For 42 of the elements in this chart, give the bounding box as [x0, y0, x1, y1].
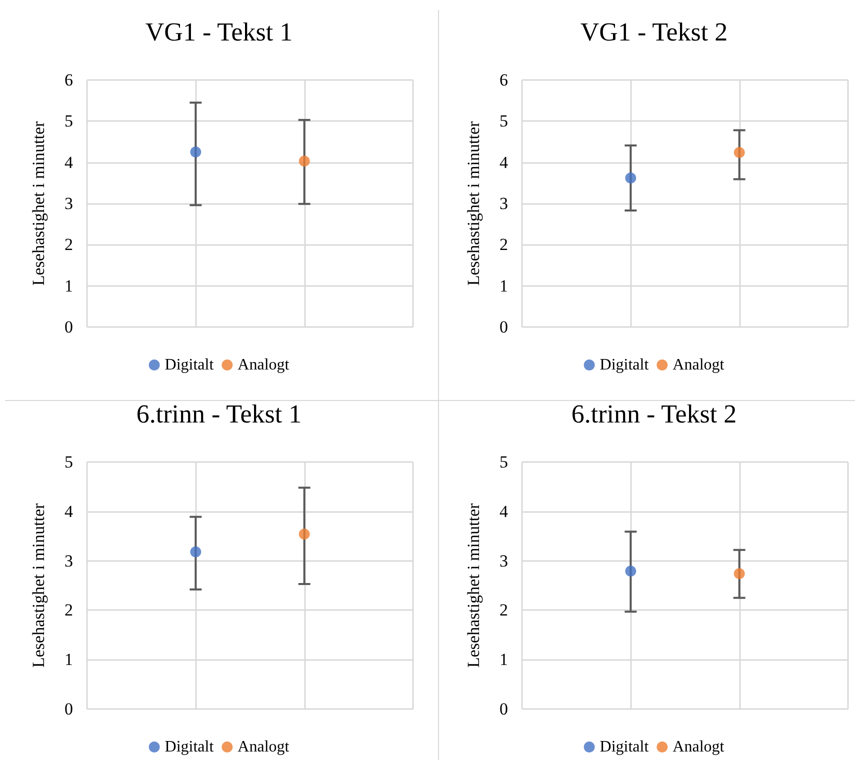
y-tick-label: 2	[64, 235, 73, 254]
y-tick-label: 1	[64, 650, 73, 670]
y-tick-label: 1	[500, 650, 508, 670]
y-axis-title: Lesehastighet i minutter	[29, 503, 48, 668]
y-tick-label: 5	[500, 452, 508, 472]
y-tick-label: 4	[64, 152, 74, 172]
legend-label: Digitalt	[164, 356, 214, 374]
y-tick-label: 5	[500, 112, 508, 131]
chart-title: 6.trinn - Tekst 2	[571, 400, 737, 428]
y-tick-label: 4	[500, 152, 508, 172]
y-tick-label: 2	[500, 600, 508, 620]
y-tick-label: 0	[500, 700, 508, 718]
y-tick-label: 2	[64, 600, 73, 620]
y-axis-title: Lesehastighet i minutter	[464, 503, 483, 668]
y-tick-label: 3	[500, 551, 508, 570]
legend-label: Analogt	[672, 738, 725, 756]
y-tick-label: 0	[64, 318, 73, 336]
y-tick-label: 3	[64, 551, 73, 570]
y-tick-label: 0	[500, 318, 508, 336]
y-tick-label: 1	[500, 276, 508, 296]
legend-label: Digitalt	[600, 356, 650, 374]
legend-label: Analogt	[238, 738, 290, 756]
y-axis-title: Lesehastighet i minutter	[29, 121, 48, 286]
y-tick-label: 6	[500, 70, 508, 90]
legend-label: Digitalt	[164, 738, 214, 756]
legend-label: Analogt	[672, 356, 725, 374]
y-tick-label: 6	[64, 70, 73, 90]
y-tick-label: 1	[64, 276, 73, 296]
y-tick-label: 4	[500, 502, 508, 521]
chart-title: 6.trinn - Tekst 1	[136, 400, 302, 428]
legend-label: Digitalt	[600, 738, 650, 756]
legend-label: Analogt	[238, 356, 290, 374]
y-axis-title: Lesehastighet i minutter	[464, 121, 483, 286]
y-tick-label: 3	[64, 194, 73, 213]
chart-title: VG1 - Tekst 1	[145, 18, 293, 46]
y-tick-label: 0	[64, 700, 73, 718]
y-tick-label: 5	[64, 452, 73, 472]
y-tick-label: 4	[64, 502, 74, 521]
chart-title: VG1 - Tekst 2	[580, 18, 728, 46]
y-tick-label: 5	[64, 112, 73, 131]
y-tick-label: 2	[500, 235, 508, 254]
y-tick-label: 3	[500, 194, 508, 213]
